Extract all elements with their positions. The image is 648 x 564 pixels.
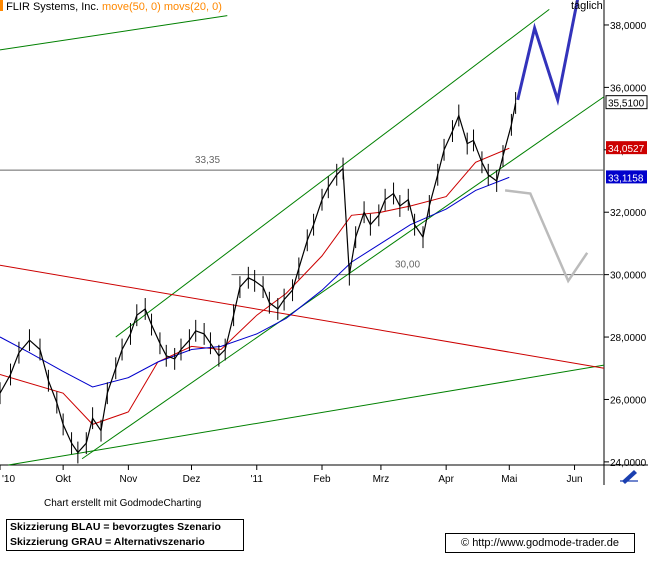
last-value-badge-2 xyxy=(606,170,647,184)
scenario-gray-path xyxy=(504,189,589,284)
period-label: täglich xyxy=(571,0,603,12)
x-tick-label-5: Feb xyxy=(313,474,331,485)
scenario-legend: Skizzierung BLAU = bevorzugtes Szenario … xyxy=(6,519,244,551)
chart-header: FLIR Systems, Inc. move(50, 0) movs(20, … xyxy=(0,0,222,13)
y-tick-label-4: 32,0000 xyxy=(610,208,647,219)
y-tick-label-6: 36,0000 xyxy=(610,83,647,94)
company-name: FLIR Systems, Inc. xyxy=(6,1,99,13)
last-value-badge-1 xyxy=(606,141,647,155)
indicator-move50-label: move(50, 0) xyxy=(102,1,161,13)
last-value-label-1: 34,0527 xyxy=(608,144,645,155)
axis-layer: 24,000026,000028,000030,000032,000034,00… xyxy=(0,21,648,485)
last-value-label-2: 33,1158 xyxy=(608,173,644,184)
last-value-label-0: 35,5100 xyxy=(608,99,645,110)
x-tick-label-1: Okt xyxy=(55,474,71,485)
x-tick-label-8: Mai xyxy=(501,474,517,485)
level-label-0: 33,35 xyxy=(195,155,220,166)
legend-gray-scenario: Skizzierung GRAU = Alternativszenario xyxy=(10,536,205,548)
price-axis-background xyxy=(604,0,648,465)
moving-average-line-1 xyxy=(0,176,510,388)
trendline-1 xyxy=(115,8,550,338)
legend-blue-scenario: Skizzierung BLAU = bevorzugtes Szenario xyxy=(10,521,221,533)
indicator-movs20-label: movs(20, 0) xyxy=(163,1,222,13)
plot-layer: 33,35 30,00 xyxy=(0,0,605,466)
x-tick-label-4: '11 xyxy=(251,474,264,485)
price-line xyxy=(0,102,517,454)
chart-credit: Chart erstellt mit GodmodeCharting xyxy=(44,498,202,509)
x-tick-label-9: Jun xyxy=(566,474,582,485)
y-tick-label-0: 24,0000 xyxy=(610,458,647,469)
x-tick-label-7: Apr xyxy=(438,474,454,485)
y-tick-label-1: 26,0000 xyxy=(610,395,647,406)
x-tick-label-6: Mrz xyxy=(373,474,390,485)
last-value-badge-0 xyxy=(605,95,648,110)
x-tick-label-0: '10 xyxy=(2,474,15,485)
y-tick-label-7: 38,0000 xyxy=(610,21,647,32)
trendline-2 xyxy=(81,96,605,460)
trendline-3 xyxy=(8,364,605,466)
trendline-0 xyxy=(0,15,228,51)
level-label-1: 30,00 xyxy=(395,260,420,271)
pen-tool-icon[interactable] xyxy=(620,470,638,484)
orange-marker-icon xyxy=(0,0,3,11)
x-tick-label-3: Dez xyxy=(183,474,201,485)
y-tick-label-3: 30,0000 xyxy=(610,271,647,282)
trendline-4 xyxy=(0,264,605,369)
scenario-blue-path xyxy=(516,0,580,106)
source-url-link[interactable]: © http://www.godmode-trader.de xyxy=(445,533,635,553)
y-tick-label-2: 28,0000 xyxy=(610,333,647,344)
x-tick-label-2: Nov xyxy=(119,474,137,485)
